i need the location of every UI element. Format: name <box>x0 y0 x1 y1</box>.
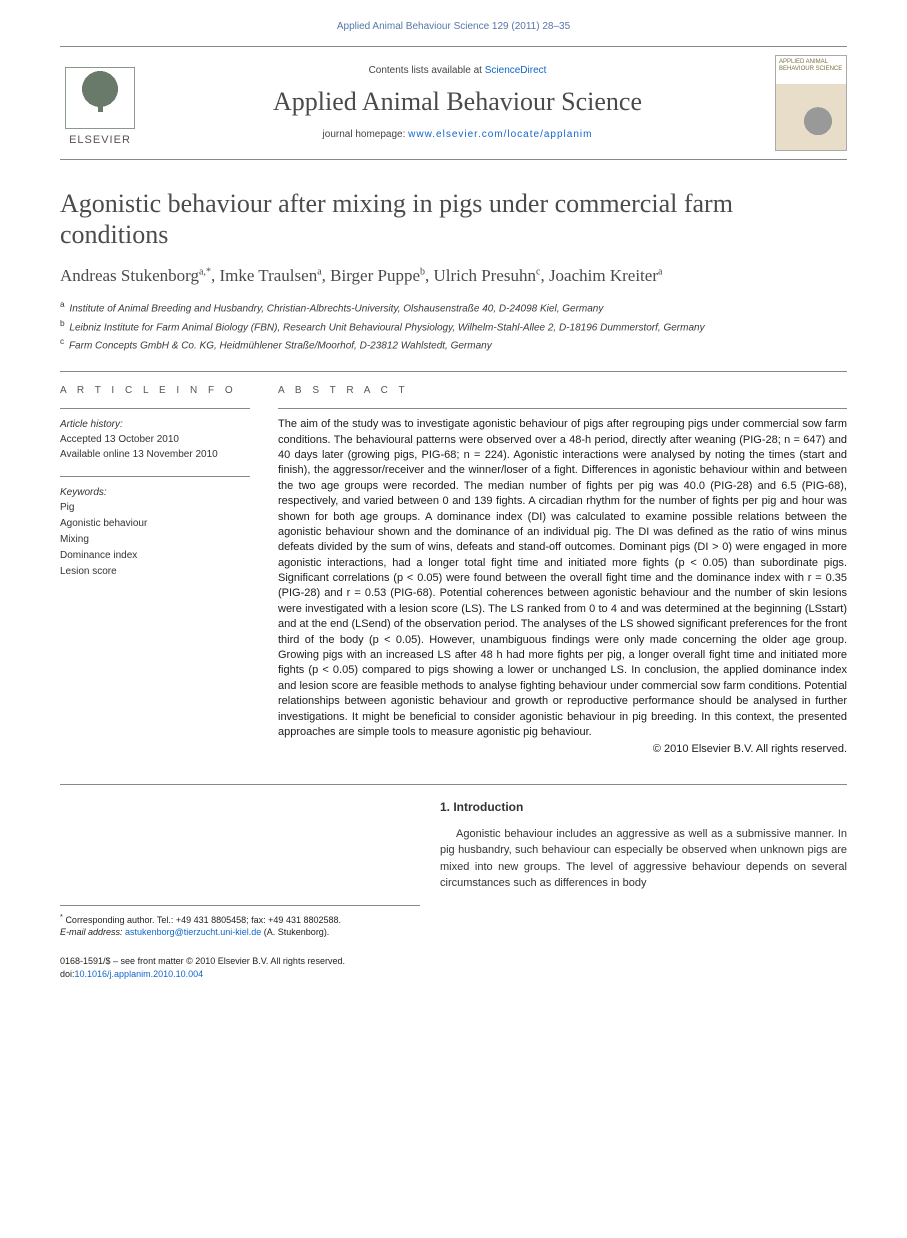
author-list: Andreas Stukenborga,*, Imke Traulsena, B… <box>60 264 847 288</box>
section-divider <box>60 784 847 785</box>
lower-left-col: * Corresponding author. Tel.: +49 431 88… <box>60 795 440 939</box>
doi-link[interactable]: 10.1016/j.applanim.2010.10.004 <box>75 969 204 979</box>
online-date: Available online 13 November 2010 <box>60 447 250 462</box>
cover-title: APPLIED ANIMAL BEHAVIOUR SCIENCE <box>776 56 846 72</box>
author-4: Joachim Kreitera <box>549 266 663 285</box>
history-head: Article history: <box>60 417 250 432</box>
keyword-3: Dominance index <box>60 548 250 564</box>
keywords-block: Keywords: Pig Agonistic behaviour Mixing… <box>60 485 250 580</box>
lower-columns: * Corresponding author. Tel.: +49 431 88… <box>60 795 847 939</box>
homepage-prefix: journal homepage: <box>323 129 409 140</box>
homepage-line: journal homepage: www.elsevier.com/locat… <box>152 128 763 142</box>
banner-center: Contents lists available at ScienceDirec… <box>152 64 763 142</box>
journal-name: Applied Animal Behaviour Science <box>152 84 763 120</box>
article-info-label: A R T I C L E I N F O <box>60 384 250 398</box>
article-history: Article history: Accepted 13 October 201… <box>60 417 250 462</box>
citation-text: Applied Animal Behaviour Science 129 (20… <box>337 21 570 32</box>
divider <box>60 476 250 477</box>
contents-prefix: Contents lists available at <box>369 65 485 76</box>
sciencedirect-link[interactable]: ScienceDirect <box>485 65 547 76</box>
elsevier-label: ELSEVIER <box>69 133 131 148</box>
journal-cover-thumb: APPLIED ANIMAL BEHAVIOUR SCIENCE <box>775 55 847 151</box>
article-info-col: A R T I C L E I N F O Article history: A… <box>60 384 250 758</box>
page-footer: 0168-1591/$ – see front matter © 2010 El… <box>60 955 847 980</box>
author-3: Ulrich Presuhnc <box>434 266 541 285</box>
affiliations: a Institute of Animal Breeding and Husba… <box>60 298 847 353</box>
author-0: Andreas Stukenborga,* <box>60 266 211 285</box>
affiliation-c: c Farm Concepts GmbH & Co. KG, Heidmühle… <box>60 335 847 353</box>
corr-email-line: E-mail address: astukenborg@tierzucht.un… <box>60 926 420 939</box>
running-header: Applied Animal Behaviour Science 129 (20… <box>0 0 907 46</box>
divider <box>60 408 250 409</box>
divider <box>278 408 847 409</box>
keywords-list: Pig Agonistic behaviour Mixing Dominance… <box>60 500 250 580</box>
journal-banner: ELSEVIER Contents lists available at Sci… <box>60 46 847 160</box>
abstract-col: A B S T R A C T The aim of the study was… <box>278 384 847 758</box>
footer-copyright: 0168-1591/$ – see front matter © 2010 El… <box>60 955 847 968</box>
abstract-text: The aim of the study was to investigate … <box>278 417 847 740</box>
info-abstract-row: A R T I C L E I N F O Article history: A… <box>60 371 847 758</box>
keyword-2: Mixing <box>60 532 250 548</box>
intro-body: Agonistic behaviour includes an aggressi… <box>440 826 847 892</box>
footer-doi: doi:10.1016/j.applanim.2010.10.004 <box>60 968 847 981</box>
accepted-date: Accepted 13 October 2010 <box>60 432 250 447</box>
affiliation-a: a Institute of Animal Breeding and Husba… <box>60 298 847 316</box>
elsevier-logo: ELSEVIER <box>60 58 140 148</box>
lower-right-col: 1. Introduction Agonistic behaviour incl… <box>440 795 847 939</box>
abstract-copyright: © 2010 Elsevier B.V. All rights reserved… <box>278 742 847 757</box>
keyword-0: Pig <box>60 500 250 516</box>
corr-line: * Corresponding author. Tel.: +49 431 88… <box>60 912 420 927</box>
cover-image-icon <box>802 106 842 144</box>
affiliation-b: b Leibniz Institute for Farm Animal Biol… <box>60 317 847 335</box>
keyword-1: Agonistic behaviour <box>60 516 250 532</box>
homepage-link[interactable]: www.elsevier.com/locate/applanim <box>408 129 592 140</box>
article-title: Agonistic behaviour after mixing in pigs… <box>60 188 847 250</box>
corr-email-link[interactable]: astukenborg@tierzucht.uni-kiel.de <box>125 927 261 937</box>
elsevier-tree-icon <box>65 67 135 129</box>
contents-line: Contents lists available at ScienceDirec… <box>152 64 763 78</box>
keyword-4: Lesion score <box>60 564 250 580</box>
abstract-label: A B S T R A C T <box>278 384 847 398</box>
article-head: Agonistic behaviour after mixing in pigs… <box>60 188 847 758</box>
keywords-head: Keywords: <box>60 485 250 500</box>
intro-heading: 1. Introduction <box>440 799 847 816</box>
author-1: Imke Traulsena <box>219 266 321 285</box>
corresponding-author: * Corresponding author. Tel.: +49 431 88… <box>60 905 420 939</box>
author-2: Birger Puppeb <box>330 266 425 285</box>
